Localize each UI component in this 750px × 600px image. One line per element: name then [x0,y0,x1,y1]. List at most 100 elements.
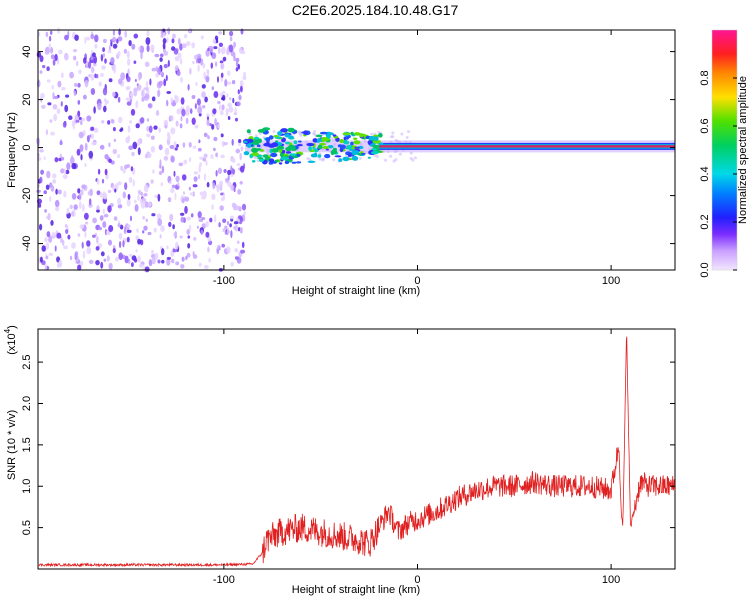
noise-speckle [123,48,128,54]
noise-speckle [394,158,398,162]
noise-speckle [151,96,156,102]
ridge-blob [373,140,381,144]
noise-speckle [147,231,152,236]
noise-speckle [131,43,136,50]
noise-speckle [177,52,182,59]
noise-speckle [146,45,150,52]
noise-speckle [45,31,49,38]
noise-speckle [181,108,186,117]
ridge-blob [367,156,371,159]
noise-speckle [135,123,140,129]
ridge-blob [342,156,350,162]
noise-speckle [220,46,226,55]
noise-speckle [221,104,225,111]
noise-speckle [74,82,78,87]
ridge-blob [378,133,383,138]
ridge-blob [354,146,360,149]
noise-speckle [118,241,122,248]
noise-speckle [154,53,160,58]
noise-speckle [239,181,243,185]
noise-speckle [88,61,92,69]
noise-speckle [91,141,97,146]
noise-speckle [78,192,82,201]
ridge-blob [271,148,279,153]
noise-speckle [222,56,227,62]
noise-speckle [63,190,67,198]
noise-speckle [90,88,96,95]
noise-speckle [49,119,53,123]
noise-speckle [137,255,141,263]
noise-speckle [203,132,208,138]
noise-speckle [233,221,239,225]
colorbar-ticks: 0.0 0.2 0.4 0.6 0.8 [699,70,737,278]
noise-speckle [113,138,117,142]
noise-speckle [186,229,190,235]
ridge-blob [251,160,256,163]
noise-speckle [44,51,50,55]
noise-speckle [182,43,187,49]
ridge-blob [351,156,359,161]
noise-speckle [180,212,185,216]
noise-speckle [43,156,46,161]
heatmap-ticks: -100 0 100 -40 -20 0 20 40 [21,30,675,287]
noise-speckle [172,33,176,39]
ridge-blob [350,141,354,146]
ridge-blob [357,140,361,144]
noise-speckle [127,224,131,228]
noise-speckle [108,262,113,270]
snr-x-axis-label: Height of straight line (km) [292,584,420,596]
noise-speckle [186,216,191,221]
noise-speckle [226,48,230,56]
ridge-core [378,145,675,148]
noise-speckle [95,74,99,79]
noise-speckle [112,91,116,97]
noise-speckle [215,38,219,42]
noise-speckle [149,78,152,86]
noise-speckle [197,147,202,152]
ridge-blob [288,135,294,139]
noise-speckle [189,67,192,75]
noise-speckle [238,139,242,143]
noise-speckle [205,75,210,83]
noise-speckle [166,245,169,250]
noise-speckle [202,105,206,109]
noise-speckle [298,131,302,135]
noise-speckle [152,169,155,174]
noise-speckle [42,64,46,69]
ridge-blob [334,155,342,158]
noise-speckle [391,135,395,139]
colorbar-tick-label: 0.8 [699,70,711,85]
noise-speckle [197,64,200,72]
noise-speckle [39,70,43,74]
noise-speckle [243,211,246,216]
noise-speckle [112,36,117,43]
ridge-blob [308,146,312,151]
noise-speckle [157,259,161,264]
noise-speckle [407,130,410,134]
noise-speckle [197,174,201,180]
noise-speckle [145,37,151,46]
noise-speckle [120,127,124,131]
noise-speckle [50,185,55,192]
ridge-blob [277,131,283,136]
noise-speckle [80,154,83,161]
noise-speckle [197,211,202,219]
noise-speckle [170,155,175,163]
noise-speckle [130,166,134,172]
noise-speckle [157,218,163,227]
noise-speckle [43,190,47,195]
noise-speckle [219,205,224,211]
noise-speckle [200,35,204,40]
noise-speckle [150,135,155,140]
noise-speckle [192,251,195,257]
noise-speckle [134,79,137,82]
noise-speckle [52,104,58,110]
noise-speckle [137,194,140,202]
heatmap-signal-ridge [242,127,675,165]
noise-speckle [100,251,105,257]
noise-speckle [411,158,415,162]
noise-speckle [182,142,186,148]
noise-speckle [135,235,139,241]
noise-speckle [40,169,44,175]
noise-speckle [318,157,322,161]
